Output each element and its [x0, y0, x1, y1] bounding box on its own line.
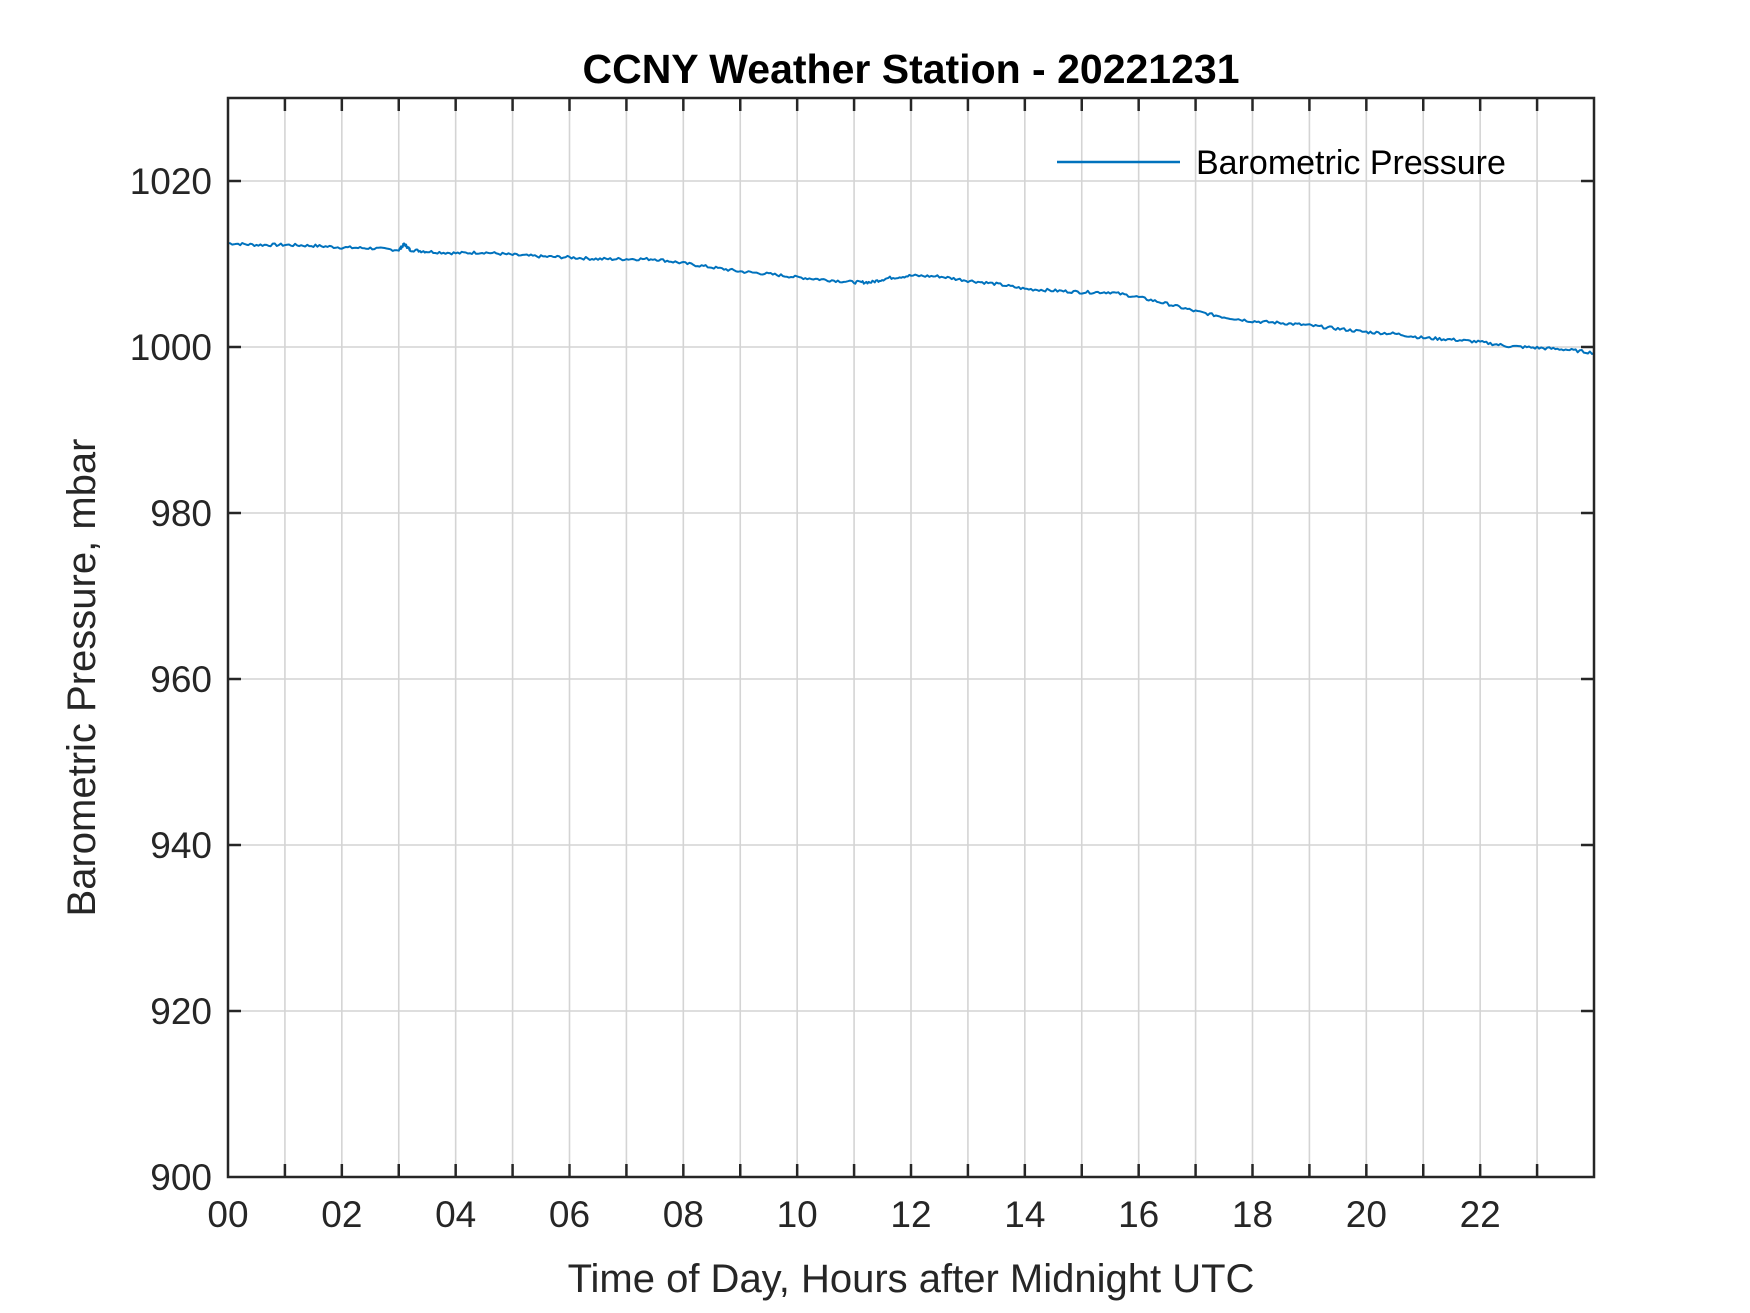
- x-tick-label: 04: [435, 1194, 476, 1235]
- grid-lines: [228, 98, 1594, 1177]
- tick-marks: [228, 98, 1594, 1177]
- legend: Barometric Pressure: [1057, 144, 1506, 182]
- x-tick-label: 12: [890, 1194, 931, 1235]
- x-tick-label: 08: [663, 1194, 704, 1235]
- x-tick-label: 20: [1346, 1194, 1387, 1235]
- y-tick-label: 960: [150, 659, 212, 700]
- x-tick-label: 16: [1118, 1194, 1159, 1235]
- x-tick-label: 06: [549, 1194, 590, 1235]
- series-layer: [227, 242, 1595, 355]
- y-tick-label: 940: [150, 825, 212, 866]
- x-tick-label: 10: [777, 1194, 818, 1235]
- y-axis-label: Barometric Pressure, mbar: [60, 439, 104, 917]
- x-axis-tick-labels: 00 02 04 06 08 10 12 14 16 18 20 22: [207, 1194, 1500, 1235]
- y-tick-label: 900: [150, 1157, 212, 1198]
- y-tick-label: 1020: [130, 161, 212, 202]
- x-tick-label: 02: [321, 1194, 362, 1235]
- series-line-barometric-pressure: [227, 242, 1595, 355]
- x-tick-label: 22: [1460, 1194, 1501, 1235]
- x-tick-label: 18: [1232, 1194, 1273, 1235]
- x-tick-label: 14: [1004, 1194, 1045, 1235]
- chart-title: CCNY Weather Station - 20221231: [582, 46, 1239, 92]
- x-axis-label: Time of Day, Hours after Midnight UTC: [568, 1257, 1255, 1301]
- y-tick-label: 980: [150, 493, 212, 534]
- legend-label-barometric-pressure: Barometric Pressure: [1196, 144, 1506, 182]
- x-tick-label: 00: [207, 1194, 248, 1235]
- y-tick-label: 920: [150, 991, 212, 1032]
- y-axis-tick-labels: 900 920 940 960 980 1000 1020: [130, 161, 212, 1198]
- y-tick-label: 1000: [130, 327, 212, 368]
